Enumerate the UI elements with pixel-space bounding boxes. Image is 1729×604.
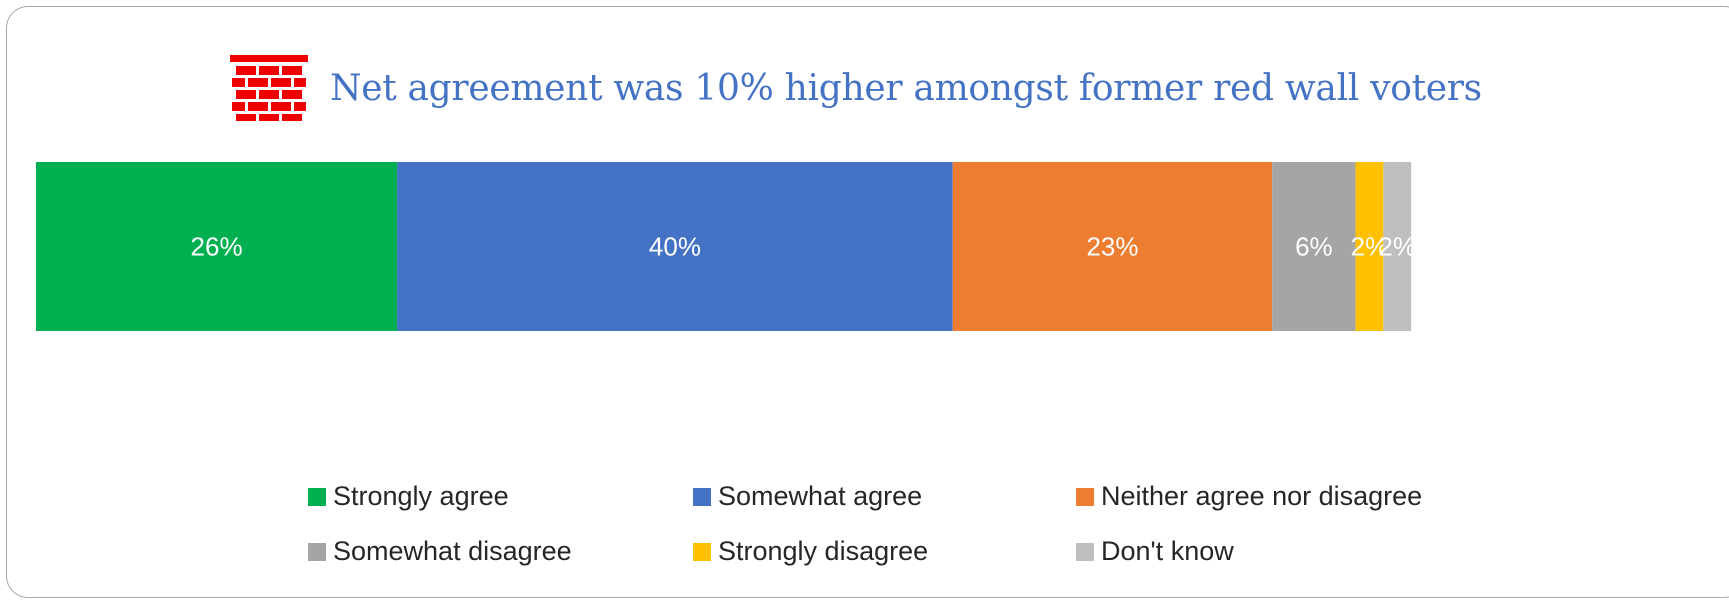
data-label: 26% [191, 232, 243, 262]
data-label: 6% [1295, 232, 1333, 262]
data-label: 40% [649, 232, 701, 262]
data-label: 23% [1086, 232, 1138, 262]
data-label: 2% [1378, 232, 1416, 262]
